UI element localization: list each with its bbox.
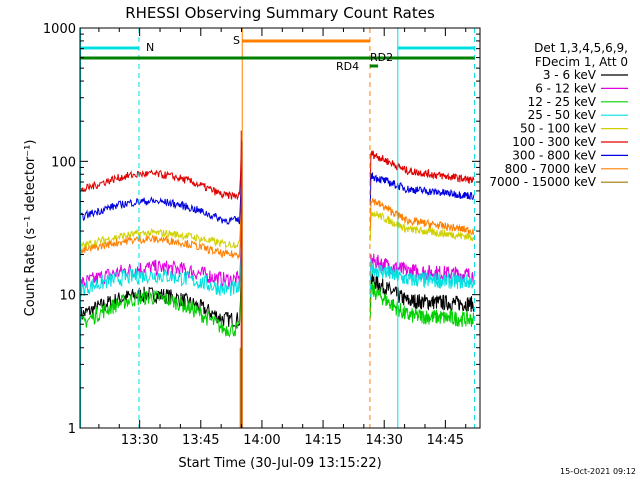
legend: Det 1,3,4,5,6,9, FDecim 1, Att 0 3 - 6 k… bbox=[489, 41, 628, 189]
legend-label: 7000 - 15000 keV bbox=[489, 175, 596, 189]
series-line-pre-6 bbox=[80, 167, 242, 225]
series-line-post-2 bbox=[369, 282, 475, 328]
x-tick-label: 14:00 bbox=[243, 433, 280, 448]
x-tick-label: 14:30 bbox=[365, 433, 402, 448]
series-line-pre-2 bbox=[80, 263, 242, 338]
x-axis-label: Start Time (30-Jul-09 13:15:22) bbox=[178, 456, 381, 471]
y-tick-label: 100 bbox=[51, 155, 76, 170]
legend-label: 25 - 50 keV bbox=[528, 108, 597, 122]
legend-header-line-2: FDecim 1, Att 0 bbox=[535, 55, 628, 69]
legend-label: 50 - 100 keV bbox=[520, 122, 597, 136]
x-tick-label: 13:45 bbox=[182, 433, 219, 448]
y-tick-label: 1000 bbox=[43, 22, 76, 37]
series-line-pre-0 bbox=[80, 260, 242, 330]
annotation-layer: N S RD4 RD2 bbox=[80, 28, 476, 428]
legend-label: 3 - 6 keV bbox=[543, 68, 597, 82]
legend-header-line-1: Det 1,3,4,5,6,9, bbox=[534, 41, 628, 55]
series-line-pre-5 bbox=[80, 140, 242, 201]
y-tick-label: 1 bbox=[68, 422, 76, 437]
series-line-post-4 bbox=[369, 210, 475, 242]
series-line-post-3 bbox=[369, 259, 475, 298]
x-tick-label: 14:15 bbox=[304, 433, 341, 448]
legend-label: 800 - 7000 keV bbox=[505, 162, 597, 176]
legend-label: 12 - 25 keV bbox=[528, 95, 597, 109]
legend-label: 100 - 300 keV bbox=[512, 135, 596, 149]
series-line-post-0 bbox=[369, 272, 475, 314]
annotation-rd4-label: RD4 bbox=[336, 60, 359, 73]
chart-title: RHESSI Observing Summary Count Rates bbox=[125, 4, 435, 22]
series-layer bbox=[80, 130, 475, 428]
x-tick-label: 14:45 bbox=[427, 433, 464, 448]
series-line-post-6 bbox=[369, 172, 475, 206]
legend-label: 300 - 800 keV bbox=[512, 148, 596, 162]
series-line-pre-7 bbox=[80, 205, 242, 261]
legend-label: 6 - 12 keV bbox=[535, 81, 597, 95]
series-line-pre-4 bbox=[80, 198, 242, 250]
y-tick-label: 10 bbox=[59, 289, 76, 304]
annotation-s-label: S bbox=[233, 34, 240, 47]
generated-timestamp: 15-Oct-2021 09:12 bbox=[560, 467, 636, 476]
annotation-n-label: N bbox=[146, 41, 154, 54]
x-tick-label: 13:30 bbox=[121, 433, 158, 448]
series-line-pre-3 bbox=[80, 241, 242, 297]
annotation-rd2-label: RD2 bbox=[370, 51, 393, 64]
axis-layer: 13:30 13:45 14:00 14:15 14:30 14:45 1 10 100 1000 bbox=[43, 22, 480, 448]
plot-frame bbox=[79, 27, 481, 429]
y-axis-label: Count Rate (s⁻¹ detector⁻¹) bbox=[23, 140, 38, 317]
series-line-post-7 bbox=[369, 197, 475, 235]
series-line-post-5 bbox=[369, 150, 475, 184]
